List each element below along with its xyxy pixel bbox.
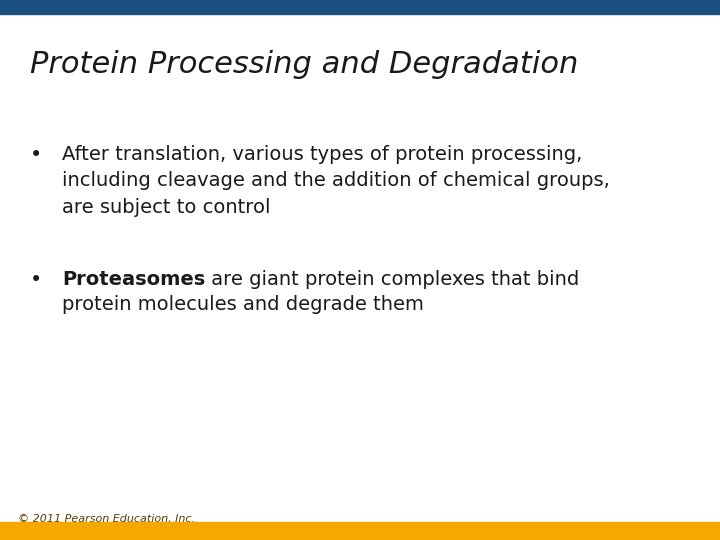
Text: Protein Processing and Degradation: Protein Processing and Degradation [30, 50, 578, 79]
Text: After translation, various types of protein processing,
including cleavage and t: After translation, various types of prot… [62, 145, 610, 217]
Text: Proteasomes: Proteasomes [62, 270, 205, 289]
Text: are giant protein complexes that bind: are giant protein complexes that bind [205, 270, 580, 289]
Bar [0, 522, 720, 540]
Bar [0, 0, 720, 14]
Text: •: • [30, 270, 42, 290]
Text: protein molecules and degrade them: protein molecules and degrade them [62, 295, 424, 314]
Text: •: • [30, 145, 42, 165]
Text: © 2011 Pearson Education, Inc.: © 2011 Pearson Education, Inc. [18, 514, 195, 524]
